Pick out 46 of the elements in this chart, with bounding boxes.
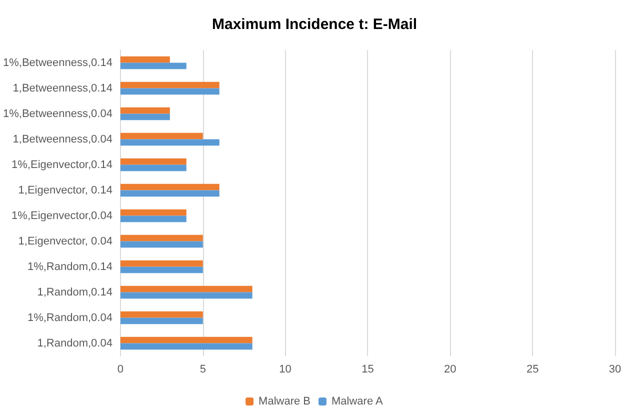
x-tick-label: 20 (444, 364, 456, 376)
bar (120, 88, 220, 95)
bar (120, 336, 252, 344)
bar (120, 62, 186, 70)
x-tick-label: 10 (279, 364, 292, 376)
bar (120, 139, 220, 146)
x-tick-label: 30 (608, 364, 622, 376)
x-tick-label: 15 (362, 364, 374, 376)
bar (120, 164, 186, 172)
y-tick-label: 1,Random,0.14 (37, 286, 112, 298)
bar (120, 343, 252, 350)
y-tick-label: 1%,Betweenness,0.14 (2, 56, 112, 69)
bar (120, 209, 186, 216)
bar (120, 260, 203, 267)
bar (120, 132, 203, 140)
bar (120, 266, 203, 274)
bar (120, 318, 203, 324)
y-tick-label: 1,Eigenvector, 0.14 (18, 184, 112, 196)
bar (120, 234, 203, 242)
x-tick-label: 0 (117, 364, 124, 376)
bar (120, 216, 186, 222)
bar (120, 190, 220, 197)
x-tick-label: 5 (200, 364, 206, 376)
x-tick-label: 25 (526, 364, 539, 376)
y-tick-label: 1,Random,0.04 (37, 337, 112, 350)
bar (120, 292, 252, 299)
y-tick-label: 1,Eigenvector, 0.04 (18, 235, 112, 248)
bar (120, 311, 203, 318)
bar (120, 184, 220, 190)
y-tick-label: 1%,Eigenvector,0.04 (12, 210, 112, 222)
y-tick-label: 1%,Random,0.04 (27, 312, 112, 324)
bar (120, 158, 186, 165)
chart-title: Maximum Incidence t: E-Mail (212, 16, 418, 33)
y-tick-label: 1%,Betweenness,0.04 (2, 108, 112, 120)
bar (120, 241, 203, 248)
y-tick-label: 1%,Eigenvector,0.14 (12, 158, 112, 171)
y-tick-label: 1%,Random,0.14 (27, 260, 112, 273)
y-tick-label: 1,Betweenness,0.14 (12, 82, 112, 94)
legend-label: Malware A (332, 396, 384, 408)
bar (120, 286, 252, 292)
legend-label: Malware B (258, 396, 311, 408)
bar (120, 114, 170, 120)
bar (120, 82, 220, 88)
bar (120, 107, 170, 114)
bar (120, 56, 170, 63)
y-tick-label: 1,Betweenness,0.04 (12, 133, 112, 146)
